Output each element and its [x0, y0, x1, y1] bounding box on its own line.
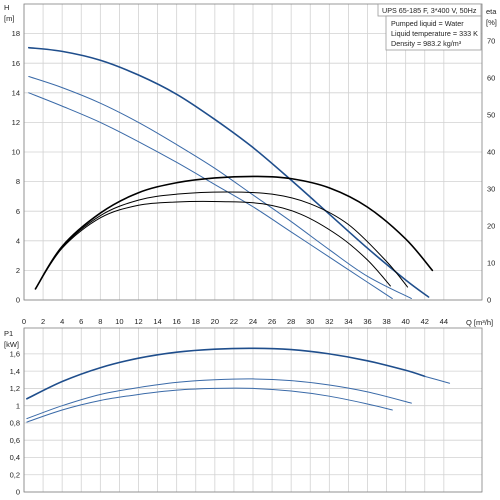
- top-eta-tick-label: 20: [487, 222, 495, 231]
- top-x-tick-label: 26: [268, 317, 276, 326]
- bottom-y-tick-label: 0,4: [10, 453, 20, 462]
- p1-axis-title-unit: [kW]: [4, 340, 19, 349]
- top-plot-frame: [23, 3, 483, 301]
- bottom-curve-3: [26, 378, 412, 420]
- pump-title: UPS 65-185 F, 3*400 V, 50Hz: [382, 6, 477, 15]
- top-x-tick-label: 22: [230, 317, 238, 326]
- top-x-tick-label: 30: [306, 317, 314, 326]
- q-axis-title-top: Q [m³/h]: [466, 318, 493, 327]
- top-y-tick-label: 6: [16, 207, 20, 216]
- top-y-tick-label: 10: [12, 148, 20, 157]
- bottom-y-tick-label: 0: [16, 488, 20, 497]
- bottom-y-tick-label: 1,4: [10, 367, 20, 376]
- top-y-tick-label: 8: [16, 177, 20, 186]
- liquid-info-line-2: Liquid temperature = 333 K: [391, 29, 478, 38]
- top-eta-tick-label: 70: [487, 37, 495, 46]
- top-curve-5: [34, 191, 409, 290]
- top-x-tick-label: 44: [440, 317, 448, 326]
- bottom-y-tick-label: 0,6: [10, 436, 20, 445]
- bottom-plot-frame: [23, 327, 483, 493]
- top-y-tick-label: 14: [12, 88, 20, 97]
- top-y-tick-label: 4: [16, 236, 20, 245]
- top-x-tick-label: 40: [401, 317, 409, 326]
- bottom-y-tick-label: 0,8: [10, 419, 20, 428]
- top-x-tick-label: 36: [363, 317, 371, 326]
- top-x-tick-label: 8: [98, 317, 102, 326]
- p1-axis-title-name: P1: [4, 329, 13, 338]
- top-x-tick-label: 20: [211, 317, 219, 326]
- top-x-tick-label: 6: [79, 317, 83, 326]
- top-curve-3: [28, 92, 393, 300]
- top-x-tick-label: 16: [172, 317, 180, 326]
- liquid-info-line-1: Pumped liquid = Water: [391, 19, 464, 28]
- top-x-tick-label: 24: [249, 317, 257, 326]
- top-y-tick-label: 0: [16, 296, 20, 305]
- bottom-y-tick-label: 1: [16, 401, 20, 410]
- top-eta-tick-label: 0: [487, 296, 491, 305]
- top-x-tick-label: 14: [153, 317, 161, 326]
- top-x-tick-label: 18: [192, 317, 200, 326]
- bottom-y-tick-label: 1,2: [10, 384, 20, 393]
- top-x-tick-label: 28: [287, 317, 295, 326]
- top-x-tick-label: 0: [22, 317, 26, 326]
- top-x-tick-label: 42: [421, 317, 429, 326]
- liquid-info-box: [385, 15, 482, 51]
- top-y-tick-label: 2: [16, 266, 20, 275]
- bottom-curve-1: [26, 347, 426, 400]
- top-x-tick-label: 10: [115, 317, 123, 326]
- top-eta-tick-label: 30: [487, 185, 495, 194]
- top-curve-2: [28, 76, 412, 300]
- top-y-tick-label: 18: [12, 29, 20, 38]
- top-x-tick-label: 34: [344, 317, 352, 326]
- top-x-tick-label: 32: [325, 317, 333, 326]
- top-y-tick-label: 12: [12, 118, 20, 127]
- bottom-curve-2: [424, 375, 451, 384]
- eta-axis-title-unit: [%]: [486, 18, 497, 27]
- liquid-info-line-3: Density = 983.2 kg/m³: [391, 39, 462, 48]
- bottom-y-tick-label: 1,6: [10, 349, 20, 358]
- top-curve-6: [34, 200, 391, 290]
- bottom-curve-4: [26, 387, 393, 423]
- top-eta-tick-label: 40: [487, 148, 495, 157]
- top-x-tick-label: 12: [134, 317, 142, 326]
- top-eta-tick-label: 60: [487, 74, 495, 83]
- info-box: UPS 65-185 F, 3*400 V, 50Hz Pumped liqui…: [377, 3, 482, 51]
- top-x-tick-label: 2: [41, 317, 45, 326]
- top-x-tick-label: 4: [60, 317, 64, 326]
- eta-axis-title-name: eta: [486, 7, 497, 16]
- bottom-y-tick-label: 0,2: [10, 470, 20, 479]
- h-axis-title-unit: [m]: [4, 14, 14, 23]
- top-eta-tick-label: 50: [487, 111, 495, 120]
- top-x-tick-label: 38: [382, 317, 390, 326]
- top-eta-tick-label: 10: [487, 259, 495, 268]
- top-y-tick-label: 16: [12, 59, 20, 68]
- power-panel: 0 0,2 0,4 0,6 0,8 1 1,2 1,4 1,6: [10, 327, 483, 497]
- h-axis-title-name: H: [4, 3, 9, 12]
- top-curve-4: [34, 175, 434, 290]
- top-curve-1: [27, 46, 430, 298]
